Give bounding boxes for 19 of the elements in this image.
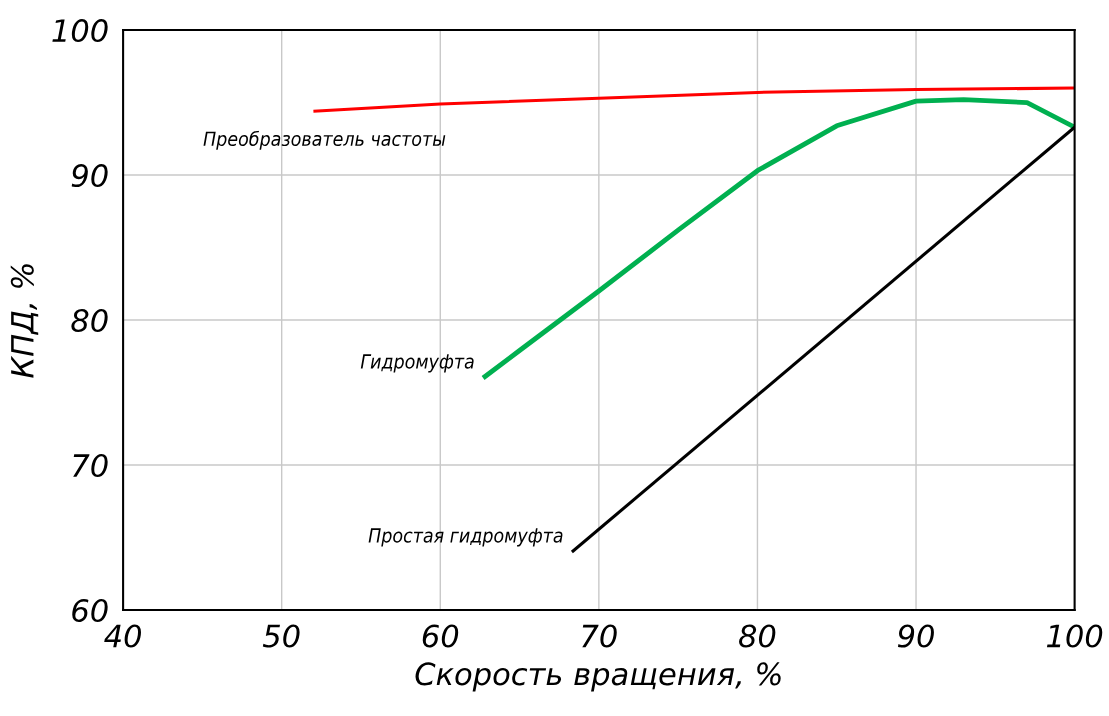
line-series [480, 97, 1075, 381]
x-tick-label: 40 [104, 624, 141, 648]
x-tick-label: 100 [1046, 624, 1103, 648]
y-tick-label: 100 [52, 19, 108, 43]
series-label: Преобразователь частоты [203, 130, 446, 150]
x-tick-label: 90 [897, 624, 934, 648]
y-tick-label: 90 [71, 163, 108, 188]
y-axis-title: КПД, % [10, 264, 39, 378]
y-tick-label: 60 [72, 598, 108, 623]
y-tick-label: 70 [73, 453, 108, 478]
x-tick-label: 80 [739, 624, 776, 648]
series-label: Простая гидромуфта [368, 528, 563, 547]
line-series [311, 86, 1075, 113]
x-tick-label: 70 [582, 624, 617, 648]
y-tick-label: 80 [71, 308, 108, 333]
x-tick-label: 60 [422, 624, 459, 648]
x-tick-label: 50 [262, 624, 300, 648]
x-axis-title: Скорость вращения, % [415, 662, 781, 692]
series-label: Гидромуфта [360, 354, 474, 373]
